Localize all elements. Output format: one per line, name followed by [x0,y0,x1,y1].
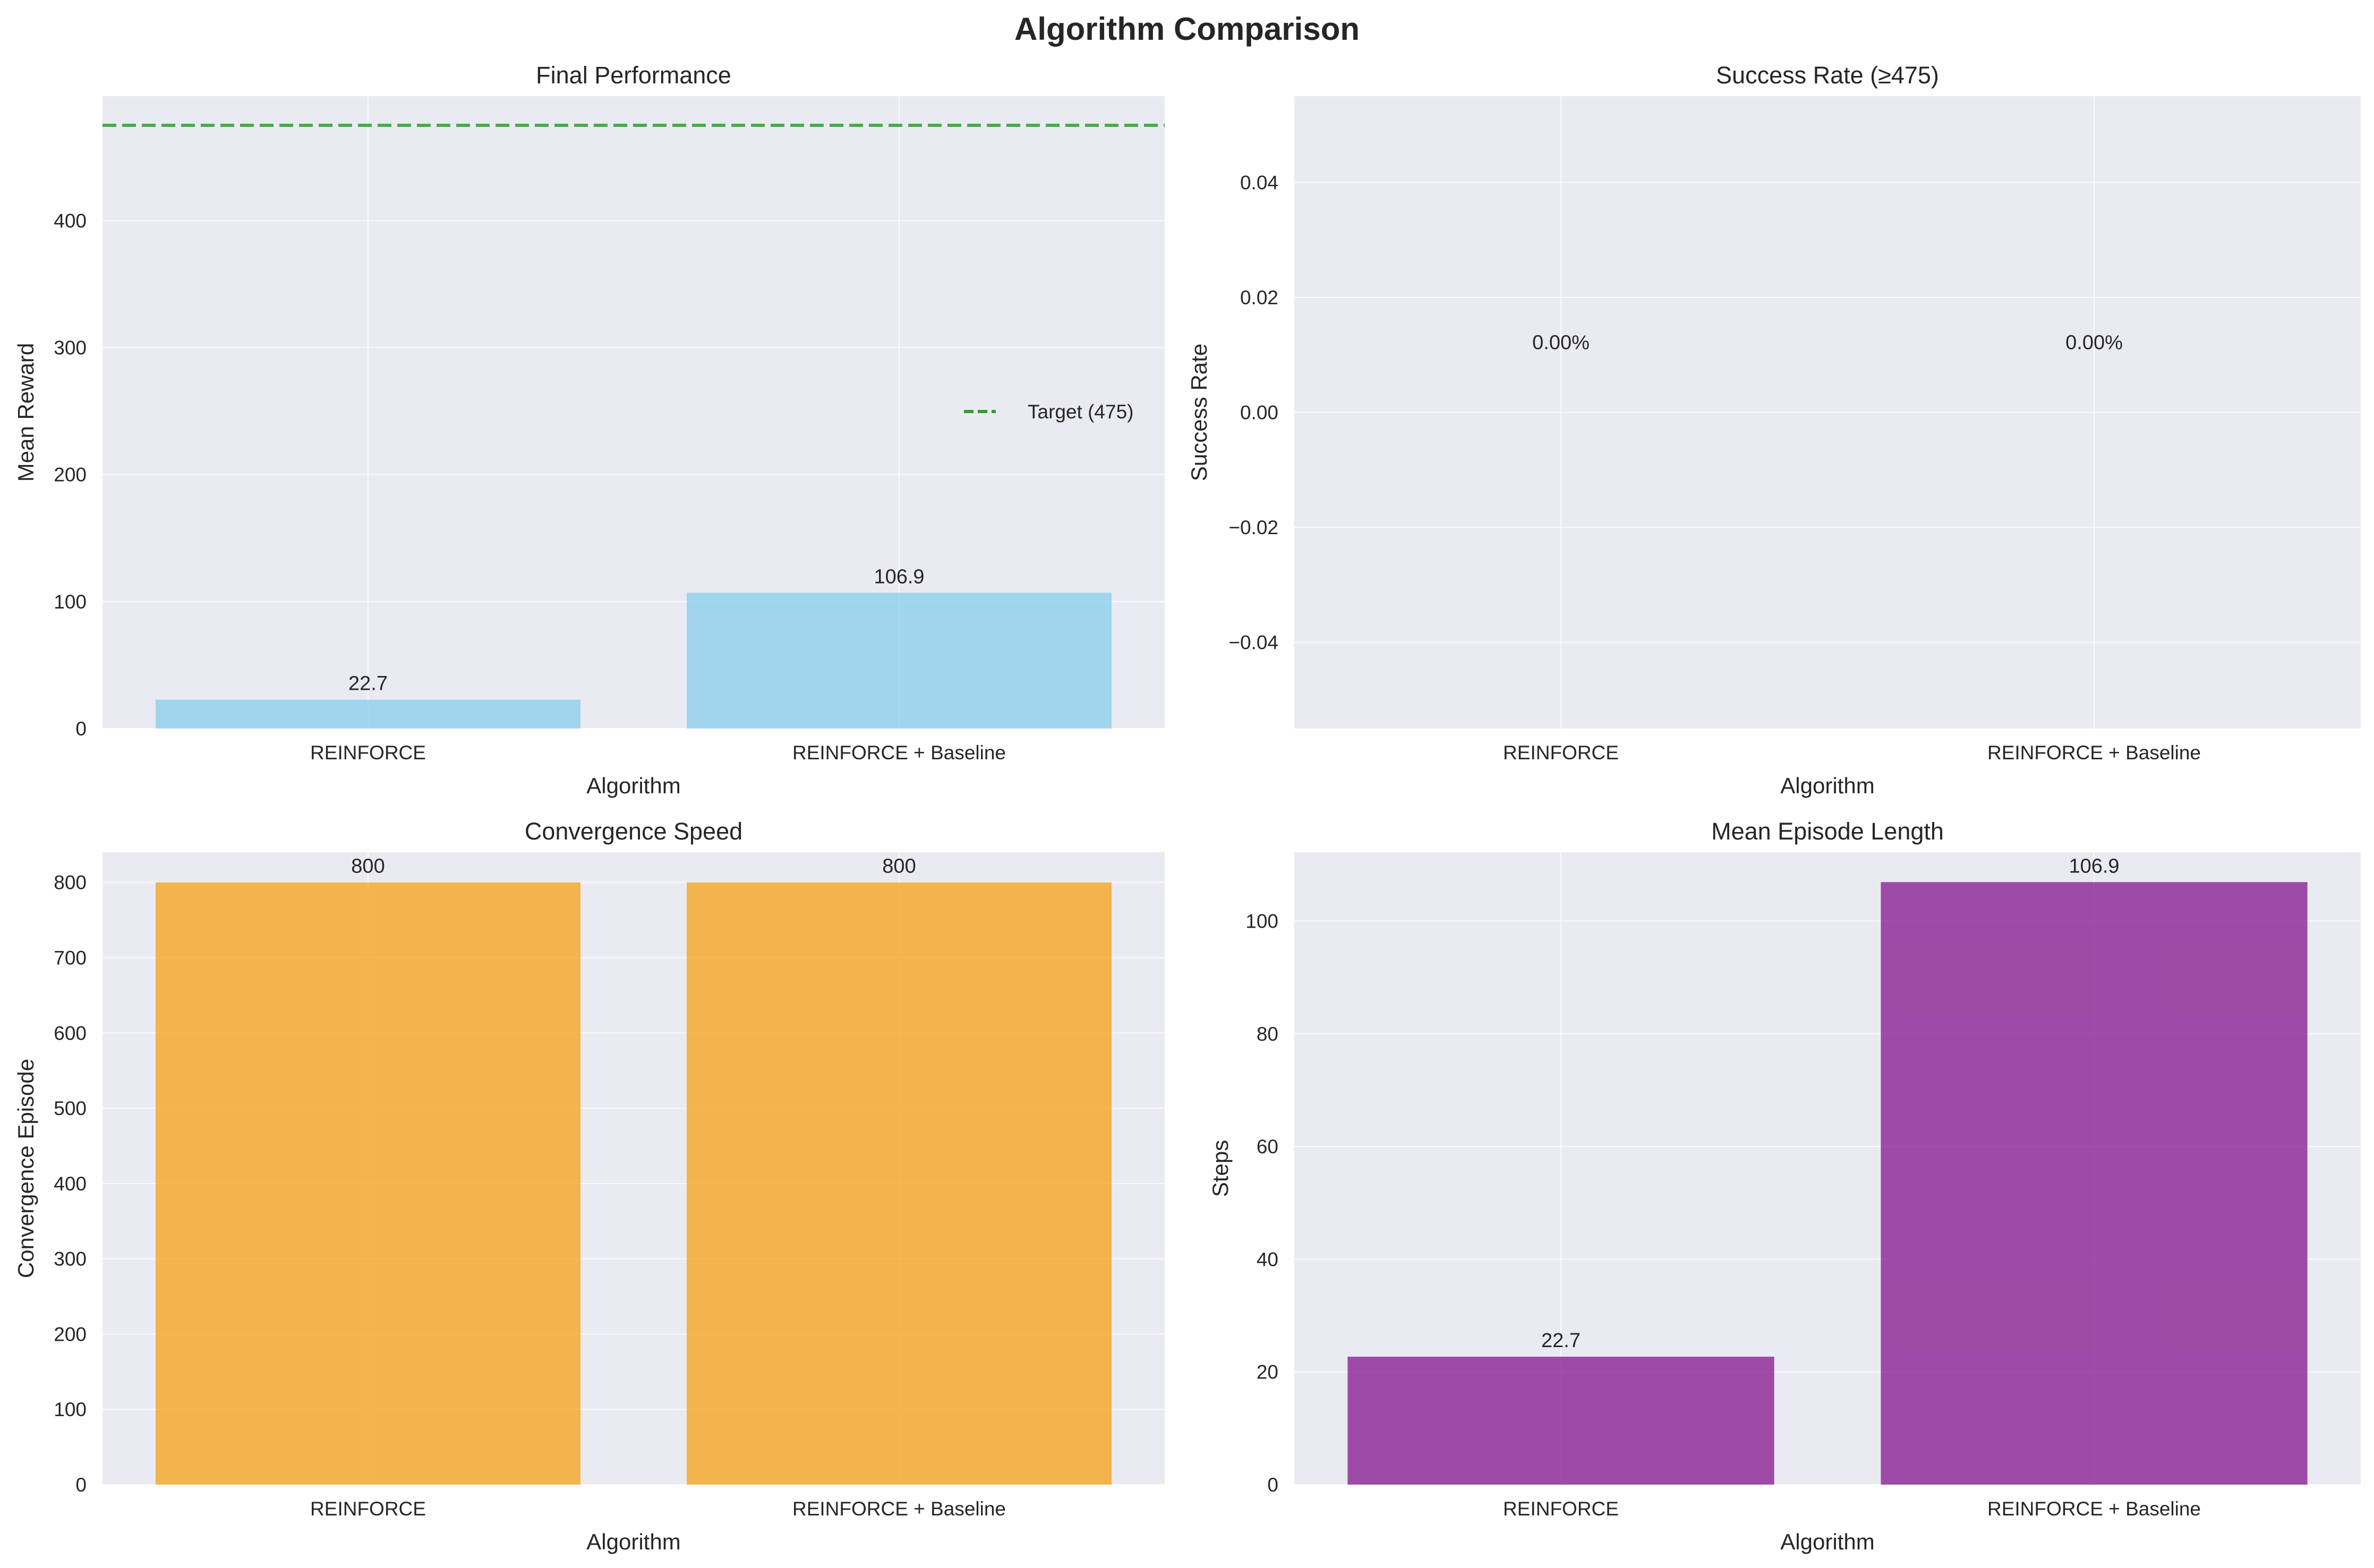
y-tick-label: −0.02 [1228,517,1278,538]
x-axis-label: Algorithm [1780,1529,1874,1554]
y-tick-label: 800 [54,872,87,894]
x-tick-label: REINFORCE + Baseline [792,742,1006,764]
legend-label: Target (475) [1028,401,1134,423]
x-tick-label: REINFORCE + Baseline [792,1498,1006,1520]
y-tick-label: 100 [54,591,87,613]
subplot-3: 800 800 0 100 200 300 400 500 600 700 800 REINFORCE… [13,818,1165,1554]
bar-reinforce [156,699,580,729]
subplot-title: Convergence Speed [525,818,742,845]
y-tick-label: 0 [1267,1474,1278,1496]
bar-reinforce-baseline [1881,882,2308,1485]
data-label: 106.9 [874,565,924,588]
y-tick-label: 200 [54,464,87,486]
y-tick-label: 200 [54,1323,87,1345]
subplot-4: 22.7 106.9 0 20 40 60 80 100 REINFORCE REINFORCE … [1208,818,2361,1554]
y-tick-label: 300 [54,337,87,359]
bar-reinforce [1347,1357,1774,1485]
y-tick-label: 600 [54,1022,87,1044]
y-tick-label: 400 [54,1173,87,1195]
data-label: 800 [351,855,385,878]
y-axis-label: Mean Reward [13,343,38,482]
x-axis-label: Algorithm [1780,773,1874,798]
x-tick-label: REINFORCE [310,1498,426,1520]
data-label: 22.7 [348,673,388,695]
x-axis-label: Algorithm [586,773,680,798]
y-tick-label: 0.02 [1240,287,1278,309]
y-tick-label: 40 [1257,1248,1278,1270]
y-tick-label: 100 [54,1399,87,1420]
data-label: 0.00% [2065,331,2123,354]
legend: Target (475) [964,401,1134,423]
y-tick-label: −0.04 [1228,632,1278,654]
x-tick-label: REINFORCE + Baseline [1987,1498,2201,1520]
y-axis-label: Steps [1208,1140,1233,1197]
y-tick-label: 300 [54,1248,87,1270]
y-tick-label: 0 [75,718,87,740]
subplot-title: Success Rate (≥475) [1716,62,1939,89]
bar-reinforce [156,882,580,1485]
y-tick-label: 0.00 [1240,402,1278,424]
data-label: 106.9 [2069,855,2119,877]
y-tick-label: 400 [54,210,87,232]
data-label: 0.00% [1532,331,1590,354]
bar-reinforce-baseline [687,593,1112,729]
y-tick-label: 500 [54,1098,87,1119]
x-axis-label: Algorithm [586,1529,680,1554]
y-tick-label: 80 [1257,1023,1278,1045]
y-tick-label: 20 [1257,1361,1278,1383]
bar-reinforce-baseline [687,882,1112,1485]
y-axis-label: Convergence Episode [13,1059,38,1278]
y-tick-label: 60 [1257,1136,1278,1158]
subplot-1: 22.7 106.9 0 100 200 300 400 REINFORCE REINFORCE… [13,62,1165,798]
x-tick-label: REINFORCE [1503,1498,1619,1520]
x-tick-label: REINFORCE [310,742,426,764]
data-label: 22.7 [1541,1330,1581,1352]
x-tick-label: REINFORCE [1503,742,1619,764]
subplot-2: 0.00% 0.00% −0.04 −0.02 0.00 0.02 0.04 REINFORC… [1186,62,2361,798]
y-tick-label: 100 [1245,911,1278,932]
x-tick-label: REINFORCE + Baseline [1987,742,2201,764]
subplot-title: Mean Episode Length [1711,818,1944,845]
data-label: 800 [882,855,916,878]
y-tick-label: 0.04 [1240,172,1278,193]
subplot-title: Final Performance [536,62,731,89]
y-tick-label: 0 [75,1474,87,1496]
y-axis-label: Success Rate [1186,344,1211,481]
y-tick-label: 700 [54,947,87,969]
figure-title: Algorithm Comparison [1014,11,1360,47]
